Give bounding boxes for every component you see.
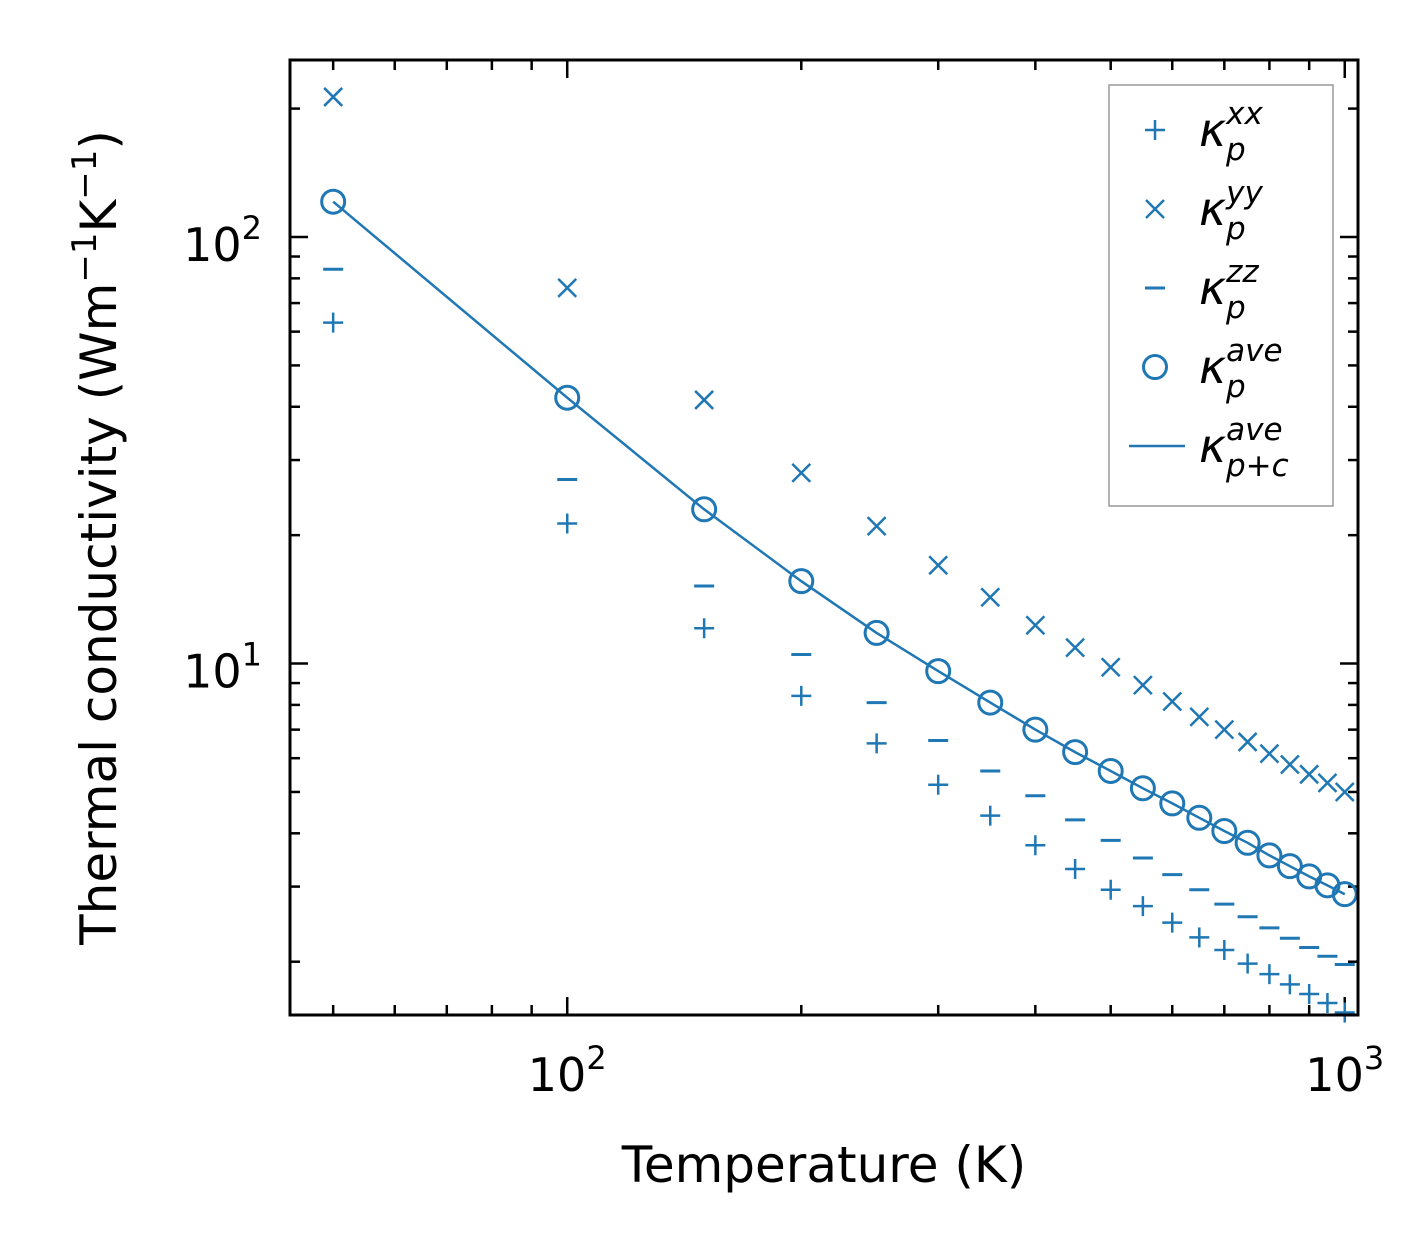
legend-label-base: κ xyxy=(1199,340,1226,394)
data-point-kappa_p_ave xyxy=(1097,757,1124,784)
y-tick-label-base: 10 xyxy=(183,645,242,699)
data-point-kappa_p_ave xyxy=(1159,790,1186,817)
data-point-kappa_p_yy xyxy=(1025,615,1046,636)
data-point-kappa_p_yy xyxy=(1259,743,1280,764)
legend-label-kappa_p_xx: κxx p xyxy=(1199,96,1263,168)
data-point-kappa_p_yy xyxy=(1334,782,1355,802)
legend-box xyxy=(1108,84,1334,507)
plot-area xyxy=(320,87,1358,1023)
legend-label-kappa_p_zz: κzz p xyxy=(1199,254,1259,326)
data-point-kappa_p_yy xyxy=(557,277,578,298)
data-point-kappa_p_yy xyxy=(1065,637,1086,658)
legend-label-sup: yy xyxy=(1225,175,1263,211)
major-ticks xyxy=(290,60,1358,1015)
x-tick-label: 102 xyxy=(528,1039,607,1102)
series-kappa_p_yy xyxy=(323,87,1355,802)
series-kappa_p_plus_c_ave xyxy=(332,200,1346,896)
data-point-kappa_p_ave xyxy=(788,568,815,595)
y-axis-title-exp2: −1 xyxy=(65,150,105,200)
data-point-kappa_p_ave xyxy=(1129,775,1156,802)
series-kappa_p_xx xyxy=(323,312,1355,1023)
data-point-kappa_p_yy xyxy=(980,587,1001,608)
y-tick-label-exp: 1 xyxy=(242,636,262,674)
legend-label-kappa_p_yy: κyy p xyxy=(1199,175,1263,247)
series-line-kappa_p_plus_c_ave xyxy=(332,200,1346,896)
x-tick-label: 103 xyxy=(1305,1039,1384,1102)
x-tick-label-base: 10 xyxy=(1305,1048,1364,1102)
legend-marker-kappa_p_yy xyxy=(1145,199,1165,219)
x-tick-label-exp: 3 xyxy=(1364,1039,1384,1077)
data-point-kappa_p_ave xyxy=(1022,716,1049,743)
y-tick-label-base: 10 xyxy=(183,218,242,272)
data-point-kappa_p_yy xyxy=(928,555,949,576)
x-tick-label-exp: 2 xyxy=(586,1039,606,1077)
y-axis-title-suffix: ) xyxy=(70,130,128,150)
data-point-kappa_p_yy xyxy=(1317,773,1338,793)
data-point-kappa_p_yy xyxy=(1299,764,1320,785)
data-point-kappa_p_yy xyxy=(694,390,715,410)
legend-label-sub: p xyxy=(1225,290,1246,326)
data-point-kappa_p_ave xyxy=(1186,804,1213,831)
data-point-kappa_p_ave xyxy=(977,689,1004,716)
data-point-kappa_p_yy xyxy=(1189,706,1210,727)
legend-label-kappa_p_plus_c_ave: κave p+c xyxy=(1199,412,1289,484)
legend-marker-kappa_p_ave xyxy=(1142,354,1168,380)
data-point-kappa_p_ave xyxy=(925,658,952,685)
legend-label-kappa_p_ave: κave p xyxy=(1199,333,1283,405)
legend-label-sup: ave xyxy=(1226,412,1282,448)
data-point-kappa_p_yy xyxy=(1279,754,1300,775)
x-axis-title: Temperature (K) xyxy=(621,1136,1026,1194)
data-point-kappa_p_yy xyxy=(1132,675,1153,696)
legend-label-base: κ xyxy=(1199,261,1226,315)
data-point-kappa_p_yy xyxy=(1237,732,1258,752)
y-axis-title: Thermal conductivity (Wm−1K−1) xyxy=(65,130,128,946)
y-axis-title-mid: K xyxy=(70,199,128,233)
data-point-kappa_p_ave xyxy=(691,496,718,523)
data-point-kappa_p_ave xyxy=(1234,829,1261,856)
legend-label-base: κ xyxy=(1199,103,1226,157)
data-point-kappa_p_ave xyxy=(863,619,890,646)
data-point-kappa_p_yy xyxy=(1100,657,1121,678)
data-point-kappa_p_yy xyxy=(1214,719,1235,740)
y-tick-label: 101 xyxy=(183,636,262,699)
y-axis-title-prefix: Thermal conductivity (Wm xyxy=(70,283,128,946)
data-point-kappa_p_ave xyxy=(1062,739,1089,766)
series-kappa_p_zz xyxy=(323,267,1355,967)
legend-label-base: κ xyxy=(1199,182,1226,236)
legend-label-sub: p xyxy=(1225,211,1246,247)
legend-label-sub: p xyxy=(1225,132,1246,168)
legend-label-base: κ xyxy=(1199,419,1226,473)
legend-label-sub: p xyxy=(1225,369,1246,405)
data-point-kappa_p_ave xyxy=(554,384,581,411)
data-point-kappa_p_yy xyxy=(866,516,887,537)
data-point-kappa_p_ave xyxy=(1331,881,1358,908)
y-tick-label: 102 xyxy=(183,209,262,272)
data-point-kappa_p_ave xyxy=(320,188,347,215)
y-tick-label-exp: 2 xyxy=(242,209,262,247)
data-point-kappa_p_yy xyxy=(791,462,812,483)
data-point-kappa_p_ave xyxy=(1256,842,1283,869)
data-point-kappa_p_ave xyxy=(1211,818,1238,845)
legend-label-sup: ave xyxy=(1226,333,1282,369)
legend-label-sub: p+c xyxy=(1225,448,1289,484)
minor-ticks xyxy=(290,60,1358,1015)
y-axis-title-exp1: −1 xyxy=(65,233,105,283)
x-tick-label-base: 10 xyxy=(528,1048,587,1102)
legend-label-sup: xx xyxy=(1225,96,1263,132)
plot-frame xyxy=(288,58,1360,1017)
data-point-kappa_p_yy xyxy=(323,87,344,107)
series-kappa_p_ave xyxy=(320,188,1358,908)
legend-label-sup: zz xyxy=(1225,254,1259,290)
data-point-kappa_p_yy xyxy=(1162,691,1183,712)
